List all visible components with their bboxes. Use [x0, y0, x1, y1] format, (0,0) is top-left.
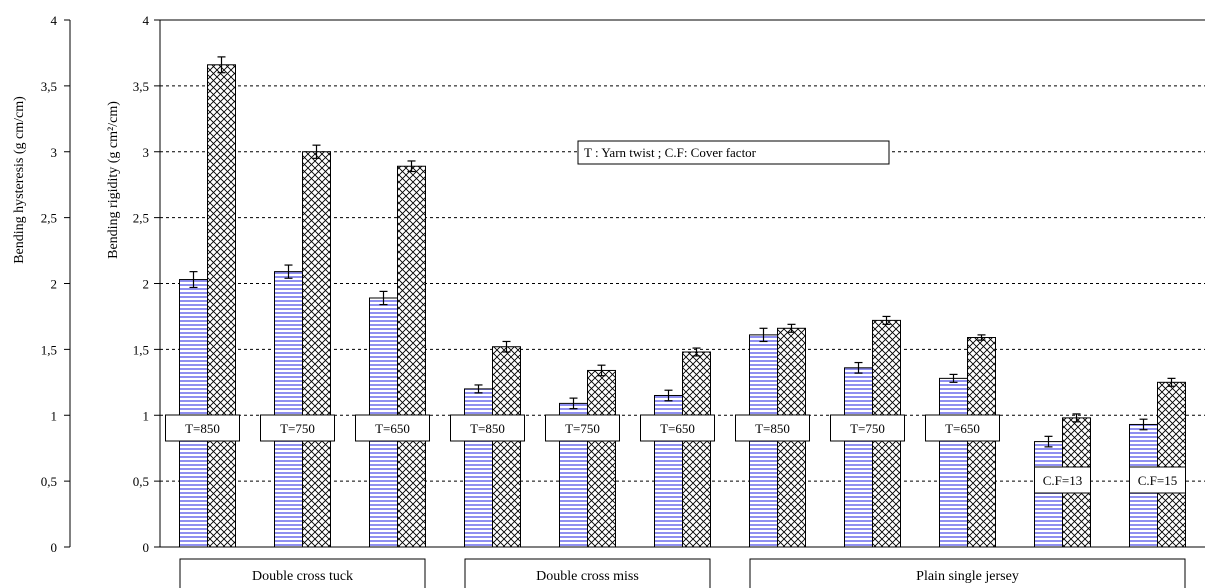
left-tick-label: 3,5	[41, 79, 57, 94]
group-label: Double cross miss	[536, 569, 639, 584]
category-label: T=850	[755, 421, 790, 436]
bar-series2	[968, 338, 996, 547]
right-tick-label: 0	[143, 540, 150, 555]
left-tick-label: 2,5	[41, 211, 57, 226]
right-tick-label: 3	[143, 145, 150, 160]
category-label: C.F=15	[1138, 473, 1177, 488]
left-tick-label: 2	[51, 277, 58, 292]
category-label: T=750	[565, 421, 600, 436]
category-label: C.F=13	[1043, 473, 1082, 488]
annotation: T : Yarn twist ; C.F: Cover factor	[578, 141, 889, 164]
bar-series2	[1158, 382, 1186, 547]
bar-series2	[208, 65, 236, 547]
right-tick-label: 2	[143, 277, 150, 292]
right-axis-label: Bending rigidity (g cm²/cm)	[106, 101, 121, 259]
category-label: T=750	[850, 421, 885, 436]
group-label: Plain single jersey	[916, 569, 1019, 584]
right-tick-label: 0,5	[133, 474, 149, 489]
right-tick-label: 2,5	[133, 211, 149, 226]
category-label: T=650	[375, 421, 410, 436]
right-tick-label: 3,5	[133, 79, 149, 94]
category-label: T=850	[470, 421, 505, 436]
left-tick-label: 0,5	[41, 474, 57, 489]
group-label: Double cross tuck	[252, 569, 353, 584]
right-tick-label: 1	[143, 408, 150, 423]
bar-series2	[588, 370, 616, 547]
bar-series1	[465, 389, 493, 547]
category-label: T=650	[945, 421, 980, 436]
left-tick-label: 4	[51, 13, 58, 28]
right-tick-label: 4	[143, 13, 150, 28]
left-tick-label: 0	[51, 540, 58, 555]
left-axis-label: Bending hysteresis (g cm/cm)	[12, 96, 27, 264]
bar-series2	[303, 152, 331, 547]
bar-series2	[683, 352, 711, 547]
bar-series1	[940, 378, 968, 547]
left-tick-label: 1	[51, 408, 58, 423]
category-label: T=650	[660, 421, 695, 436]
bar-series1	[275, 272, 303, 547]
category-label: T=850	[185, 421, 220, 436]
bar-series2	[398, 166, 426, 547]
left-tick-label: 3	[51, 145, 58, 160]
category-label: T=750	[280, 421, 315, 436]
annotation-text: T : Yarn twist ; C.F: Cover factor	[584, 145, 757, 160]
bar-series1	[180, 280, 208, 547]
bar-series2	[493, 347, 521, 547]
left-tick-label: 1,5	[41, 342, 57, 357]
bar-series1	[1035, 442, 1063, 547]
group-labels: Double cross tuck Double cross miss Plain …	[180, 559, 1185, 588]
bar-series1	[845, 368, 873, 547]
right-tick-label: 1,5	[133, 342, 149, 357]
